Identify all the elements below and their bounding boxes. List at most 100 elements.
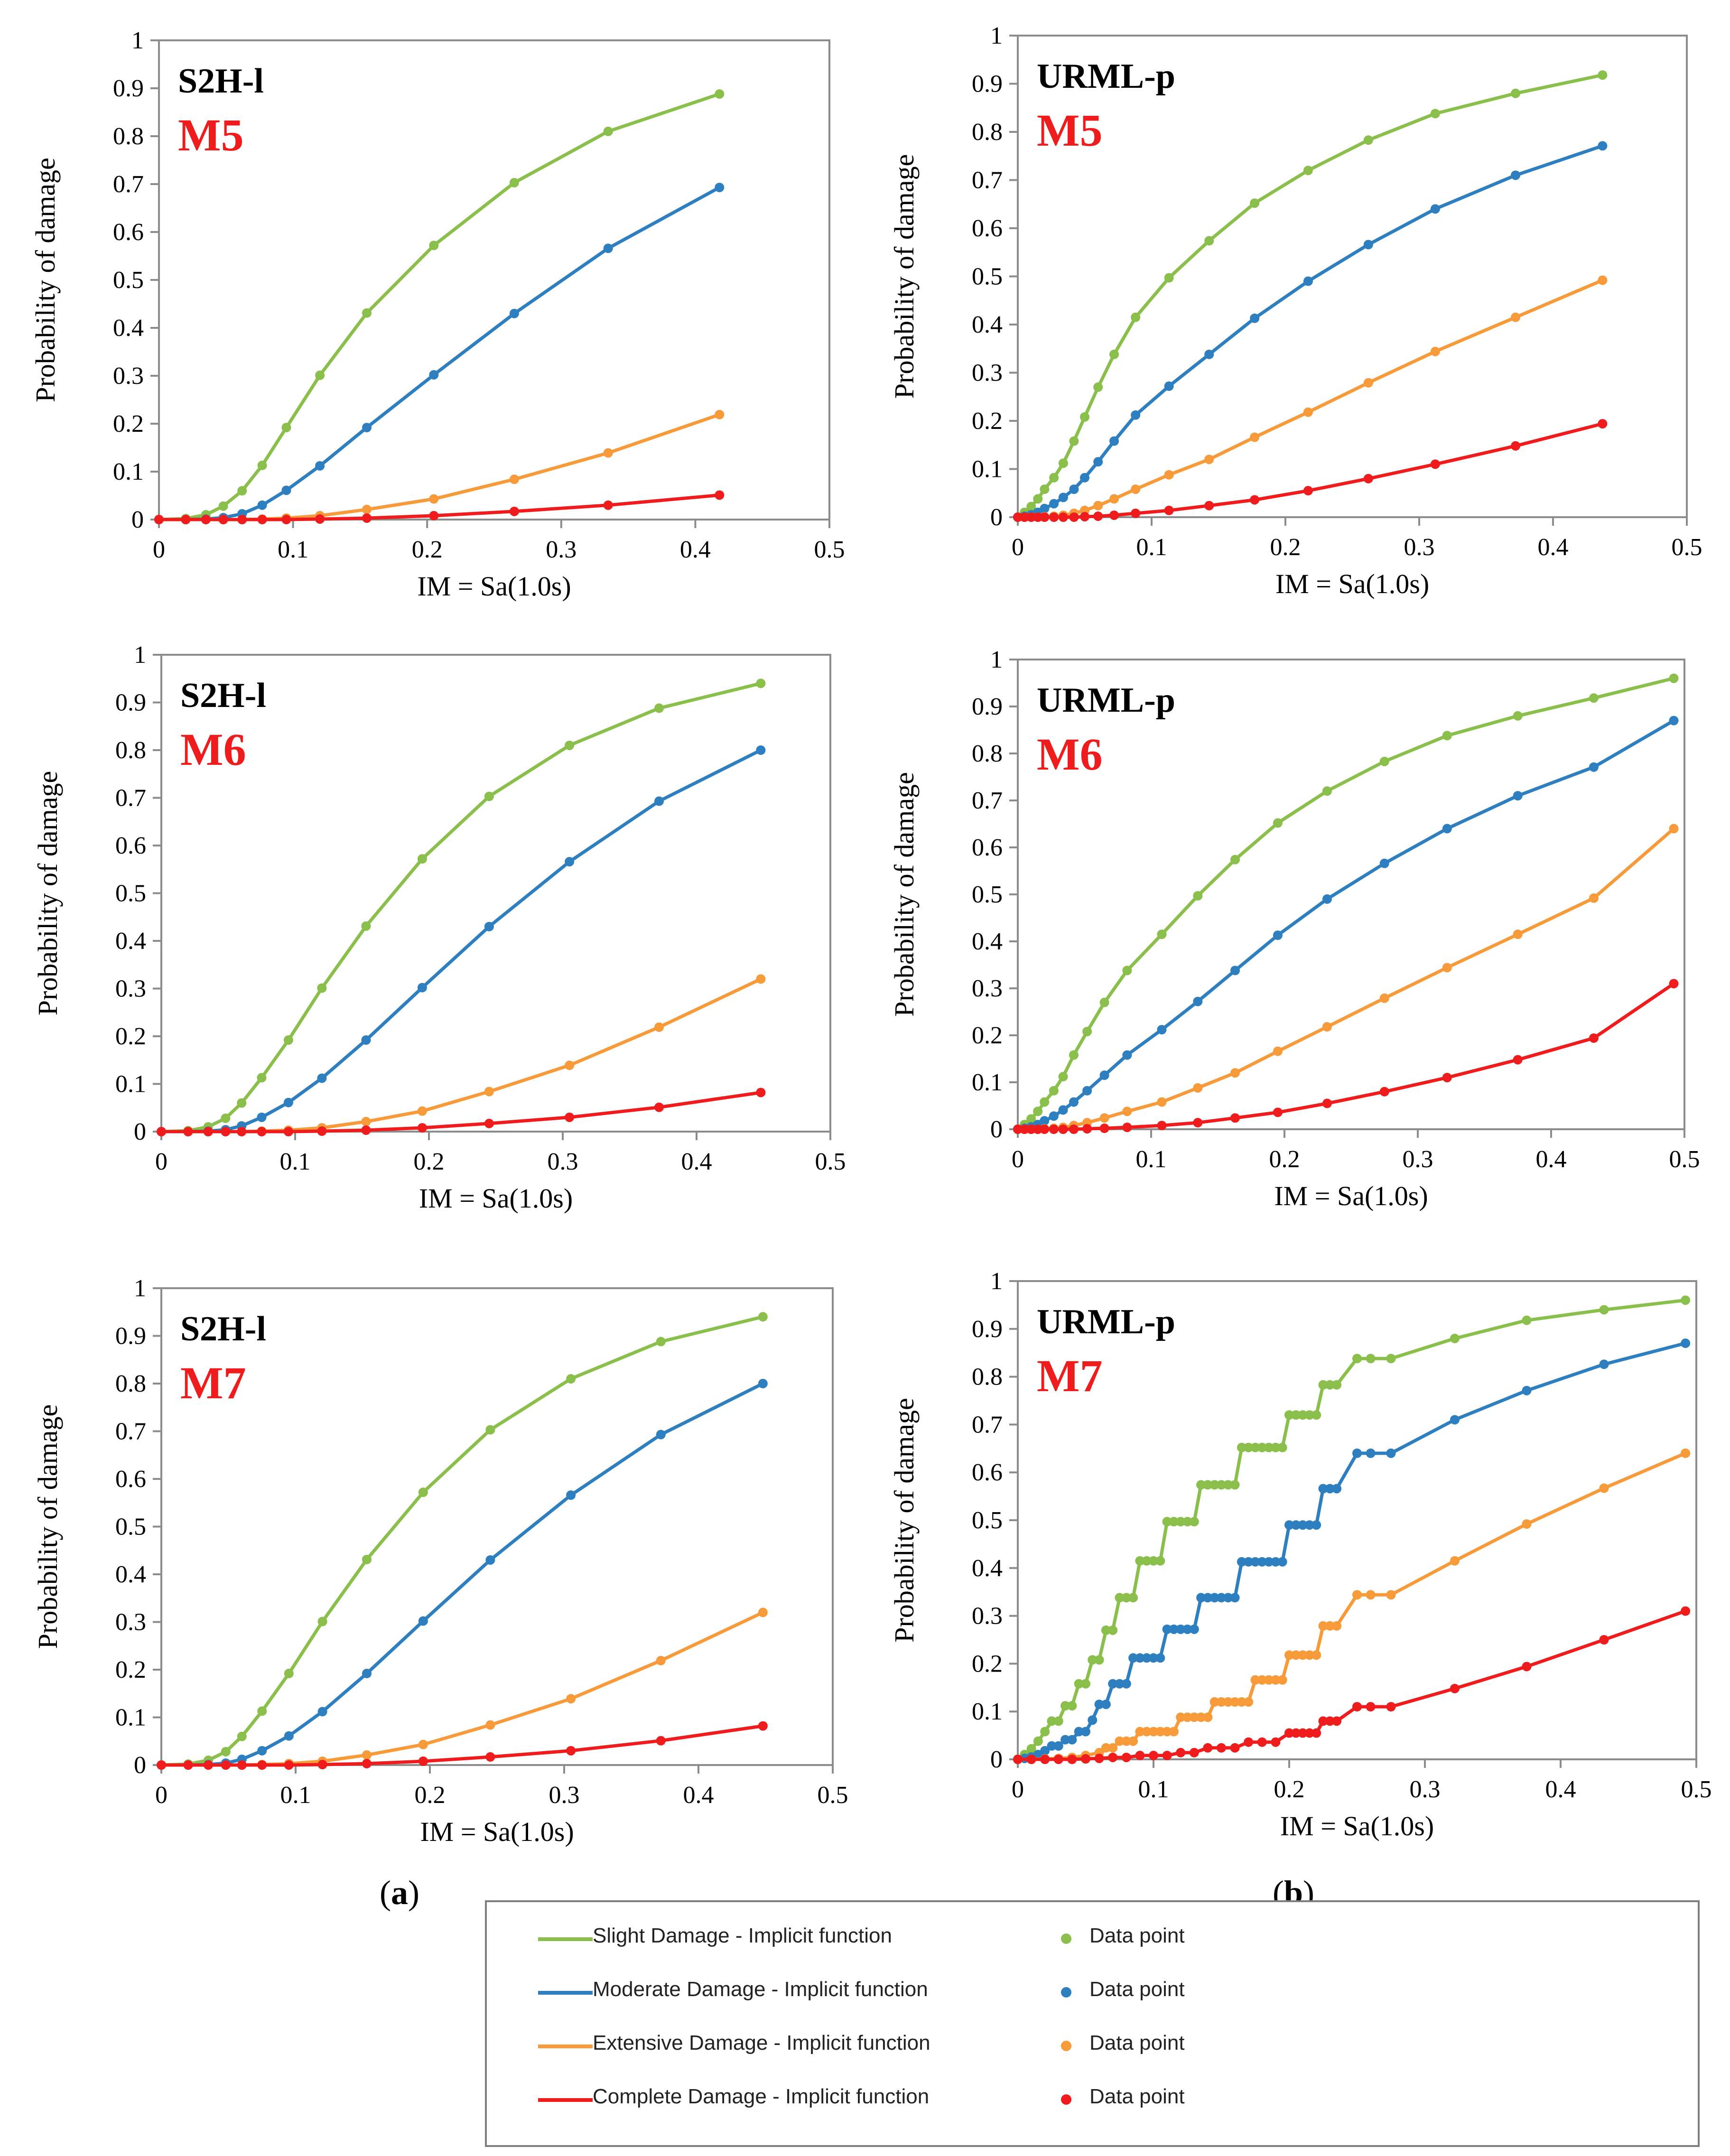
legend-row-complete: Complete Damage - Implicit function Data… <box>487 2077 1698 2125</box>
moderate-data-point <box>654 796 664 806</box>
slight-data-point <box>1135 1556 1145 1566</box>
complete-data-point <box>1131 508 1141 518</box>
complete-data-point <box>1318 1716 1328 1726</box>
complete-data-point <box>1162 1750 1172 1760</box>
moderate-data-point <box>1155 1653 1165 1663</box>
slight-data-point <box>1121 1593 1131 1603</box>
complete-data-point <box>1033 1124 1043 1134</box>
y-axis-label: Probability of damage <box>889 772 920 1016</box>
extensive-data-point <box>1230 1068 1240 1078</box>
moderate-data-point <box>1122 1050 1132 1060</box>
slight-data-point <box>257 460 267 470</box>
extensive-data-point <box>656 1655 666 1665</box>
slight-data-point <box>1109 349 1119 359</box>
moderate-data-point <box>1203 1593 1213 1603</box>
complete-data-point <box>1271 1737 1281 1747</box>
y-tick-label: 0.8 <box>972 119 1003 146</box>
y-tick-label: 1 <box>134 1275 146 1302</box>
y-tick-label: 0 <box>134 1118 146 1145</box>
y-tick-label: 1 <box>990 22 1003 49</box>
moderate-data-point <box>1352 1448 1362 1458</box>
moderate-data-point <box>566 1490 576 1500</box>
chart-panel-1: 0 0.1 0.2 0.3 0.4 0.5 0.6 0.7 0.8 0.9 1 0 0.1 0.2 0.3 0… <box>30 27 845 602</box>
extensive-data-point <box>1669 824 1679 834</box>
complete-data-point <box>1149 1750 1158 1760</box>
chart-panel-6: 0 0.1 0.2 0.3 0.4 0.5 0.6 0.7 0.8 0.9 1 0 0.1 0.2 0.3 0… <box>889 1268 1712 1841</box>
moderate-data-point <box>756 745 766 755</box>
slight-data-point <box>485 1425 495 1435</box>
complete-data-point <box>1513 1055 1523 1065</box>
complete-data-point <box>1082 1124 1092 1134</box>
slight-data-point <box>484 791 494 801</box>
extensive-data-point <box>1128 1736 1138 1746</box>
complete-data-point <box>237 1760 247 1770</box>
y-tick-label: 0.2 <box>972 408 1003 435</box>
y-tick-label: 0.1 <box>113 458 144 485</box>
moderate-data-point <box>484 921 494 931</box>
slight-data-point <box>656 1337 666 1347</box>
y-tick-label: 0.6 <box>115 1466 146 1493</box>
legend-dot-slight <box>1061 1933 1071 1944</box>
slight-data-point <box>756 678 766 688</box>
slight-data-point <box>1069 1050 1079 1060</box>
panel-magnitude: M5 <box>1037 105 1103 156</box>
y-tick-label: 0.2 <box>972 1650 1003 1677</box>
moderate-data-point <box>603 243 613 253</box>
slight-data-point <box>237 486 247 496</box>
slight-data-point <box>1430 109 1440 119</box>
extensive-data-point <box>429 494 439 504</box>
slight-data-point <box>1250 198 1260 208</box>
slight-data-point <box>1450 1333 1460 1343</box>
complete-data-point <box>1135 1750 1145 1760</box>
complete-data-point <box>1363 474 1373 483</box>
legend-point-label-slight: Data point <box>1089 1924 1185 1947</box>
complete-data-point <box>1598 419 1608 429</box>
slight-data-point <box>1162 1517 1172 1527</box>
extensive-data-point <box>566 1694 576 1704</box>
y-tick-label: 0.1 <box>115 1704 146 1731</box>
legend-label-slight: Slight Damage - Implicit function <box>593 1924 892 1947</box>
slight-data-point <box>1058 458 1068 468</box>
moderate-data-point <box>1522 1385 1532 1395</box>
moderate-data-point <box>1304 1520 1314 1530</box>
complete-data-point <box>417 1123 427 1133</box>
extensive-data-point <box>1196 1712 1206 1722</box>
chart-panel-3: 0 0.1 0.2 0.3 0.4 0.5 0.6 0.7 0.8 0.9 1 0 0.1 0.2 0.3 0… <box>32 641 846 1214</box>
y-tick-label: 0.4 <box>115 1561 146 1588</box>
moderate-data-point <box>1067 1735 1077 1745</box>
moderate-data-point <box>1169 1624 1179 1634</box>
y-tick-label: 0.7 <box>115 785 146 812</box>
slight-data-point <box>603 126 613 136</box>
moderate-data-point <box>1363 240 1373 250</box>
moderate-data-point <box>1108 1679 1118 1689</box>
panel-magnitude: M7 <box>1037 1350 1103 1401</box>
extensive-data-point <box>756 974 766 984</box>
moderate-data-point <box>1142 1653 1152 1663</box>
complete-data-point <box>1013 1755 1023 1764</box>
legend-line-extensive <box>538 2044 593 2048</box>
complete-data-point <box>1669 979 1679 989</box>
x-tick-label: 0.3 <box>548 1148 578 1175</box>
y-tick-label: 0.7 <box>972 1411 1003 1438</box>
slight-data-point <box>1033 1736 1043 1746</box>
moderate-data-point <box>1128 1653 1138 1663</box>
slight-data-point <box>1193 891 1203 901</box>
slight-data-point <box>1040 1727 1050 1737</box>
extensive-data-point <box>1121 1736 1131 1746</box>
y-axis-label: Probability of damage <box>30 158 61 402</box>
y-tick-label: 0.3 <box>972 1603 1003 1630</box>
x-tick-label: 0.2 <box>412 536 443 563</box>
x-tick-label: 0.1 <box>280 1148 311 1175</box>
y-tick-label: 0.1 <box>972 1069 1003 1096</box>
legend-label-extensive: Extensive Damage - Implicit function <box>593 2031 930 2054</box>
complete-data-point <box>1020 512 1030 522</box>
slight-data-point <box>1099 997 1109 1007</box>
moderate-data-point <box>1196 1593 1206 1603</box>
extensive-data-point <box>1522 1519 1532 1529</box>
extensive-data-point <box>1450 1556 1460 1566</box>
panel-magnitude: M6 <box>180 724 246 775</box>
extensive-data-point <box>1182 1712 1192 1722</box>
slight-data-point <box>1304 1410 1314 1420</box>
extensive-data-point <box>1257 1675 1267 1685</box>
moderate-data-point <box>1149 1653 1158 1663</box>
